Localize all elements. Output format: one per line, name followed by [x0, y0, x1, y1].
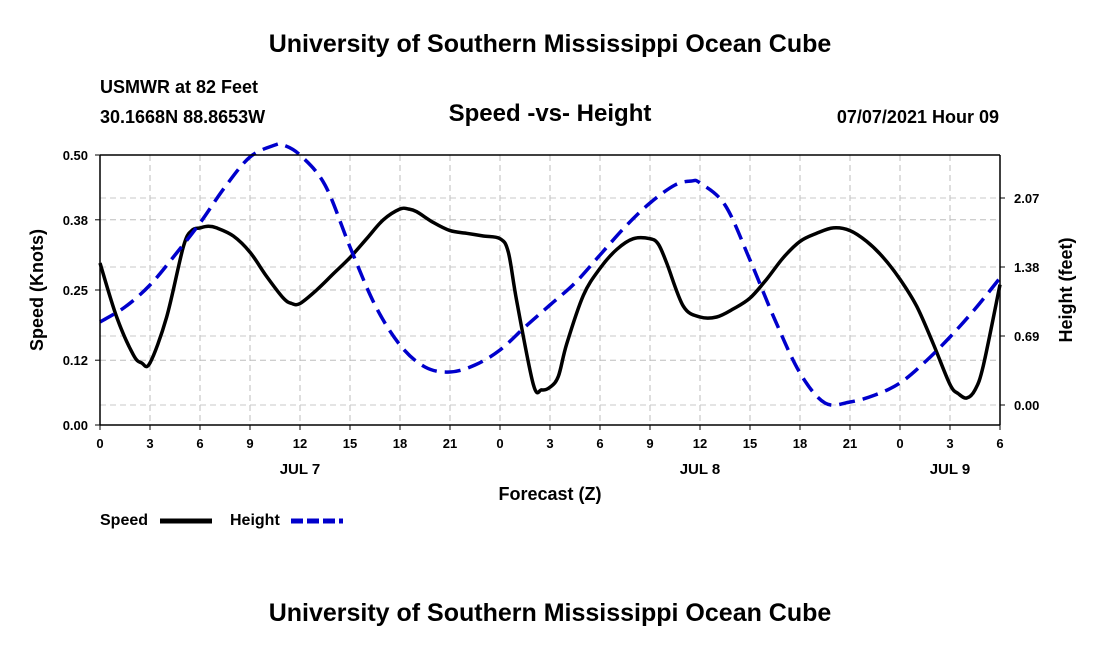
- legend: Speed Height: [100, 512, 343, 529]
- x-tick-label: 15: [743, 436, 757, 451]
- legend-speed-label: Speed: [100, 512, 148, 529]
- y-left-tick-label: 0.38: [63, 213, 88, 228]
- x-tick-label: 9: [246, 436, 253, 451]
- x-tick-label: 21: [443, 436, 457, 451]
- x-tick-label: 6: [996, 436, 1003, 451]
- axis-labels: 0 3 6 9 12 15 18 21 0 3 6 9 12 15 18 21 0 3 6 JUL 7 JUL 8 JUL…: [27, 148, 1076, 504]
- x-tick-label: 12: [293, 436, 307, 451]
- y-axis-right-title: Height (feet): [1056, 238, 1076, 343]
- forecast-datetime: 07/07/2021 Hour 09: [836, 107, 999, 127]
- y-left-tick-label: 0.25: [63, 283, 88, 298]
- x-tick-label: 3: [946, 436, 953, 451]
- x-tick-label: 18: [793, 436, 807, 451]
- legend-height-label: Height: [230, 512, 280, 529]
- chart-subtitle: Speed -vs- Height: [448, 100, 652, 127]
- y-right-tick-label: 0.69: [1014, 329, 1039, 344]
- axes: [95, 154, 1005, 430]
- station-coordinates: 30.1668N 88.8653W: [100, 107, 266, 127]
- x-tick-label: 3: [546, 436, 553, 451]
- x-tick-label: 18: [393, 436, 407, 451]
- x-tick-label: 12: [693, 436, 707, 451]
- y-left-tick-label: 0.12: [63, 353, 88, 368]
- y-axis-left-title: Speed (Knots): [27, 229, 47, 351]
- grid-lines: [100, 155, 1000, 425]
- day-label: JUL 7: [280, 461, 321, 478]
- x-tick-label: 0: [896, 436, 903, 451]
- y-right-tick-label: 1.38: [1014, 260, 1039, 275]
- y-left-tick-label: 0.00: [63, 418, 88, 433]
- chart-title: University of Southern Mississippi Ocean…: [268, 30, 832, 58]
- y-right-tick-label: 2.07: [1014, 191, 1039, 206]
- day-label: JUL 8: [680, 461, 721, 478]
- series-line-speed: [98, 206, 1002, 400]
- series-lines: [98, 141, 1002, 407]
- station-label: USMWR at 82 Feet: [100, 77, 259, 97]
- x-tick-label: 15: [343, 436, 357, 451]
- series-line-height: [99, 141, 1002, 407]
- x-tick-label: 9: [646, 436, 653, 451]
- y-left-tick-label: 0.50: [63, 148, 88, 163]
- x-tick-label: 21: [843, 436, 857, 451]
- day-label: JUL 9: [930, 461, 971, 478]
- x-tick-label: 0: [496, 436, 503, 451]
- x-axis-title: Forecast (Z): [498, 484, 601, 504]
- y-right-tick-label: 0.00: [1014, 398, 1039, 413]
- footer-title: University of Southern Mississippi Ocean…: [268, 599, 832, 627]
- x-tick-label: 3: [146, 436, 153, 451]
- x-tick-label: 0: [96, 436, 103, 451]
- x-tick-label: 6: [596, 436, 603, 451]
- x-tick-label: 6: [196, 436, 203, 451]
